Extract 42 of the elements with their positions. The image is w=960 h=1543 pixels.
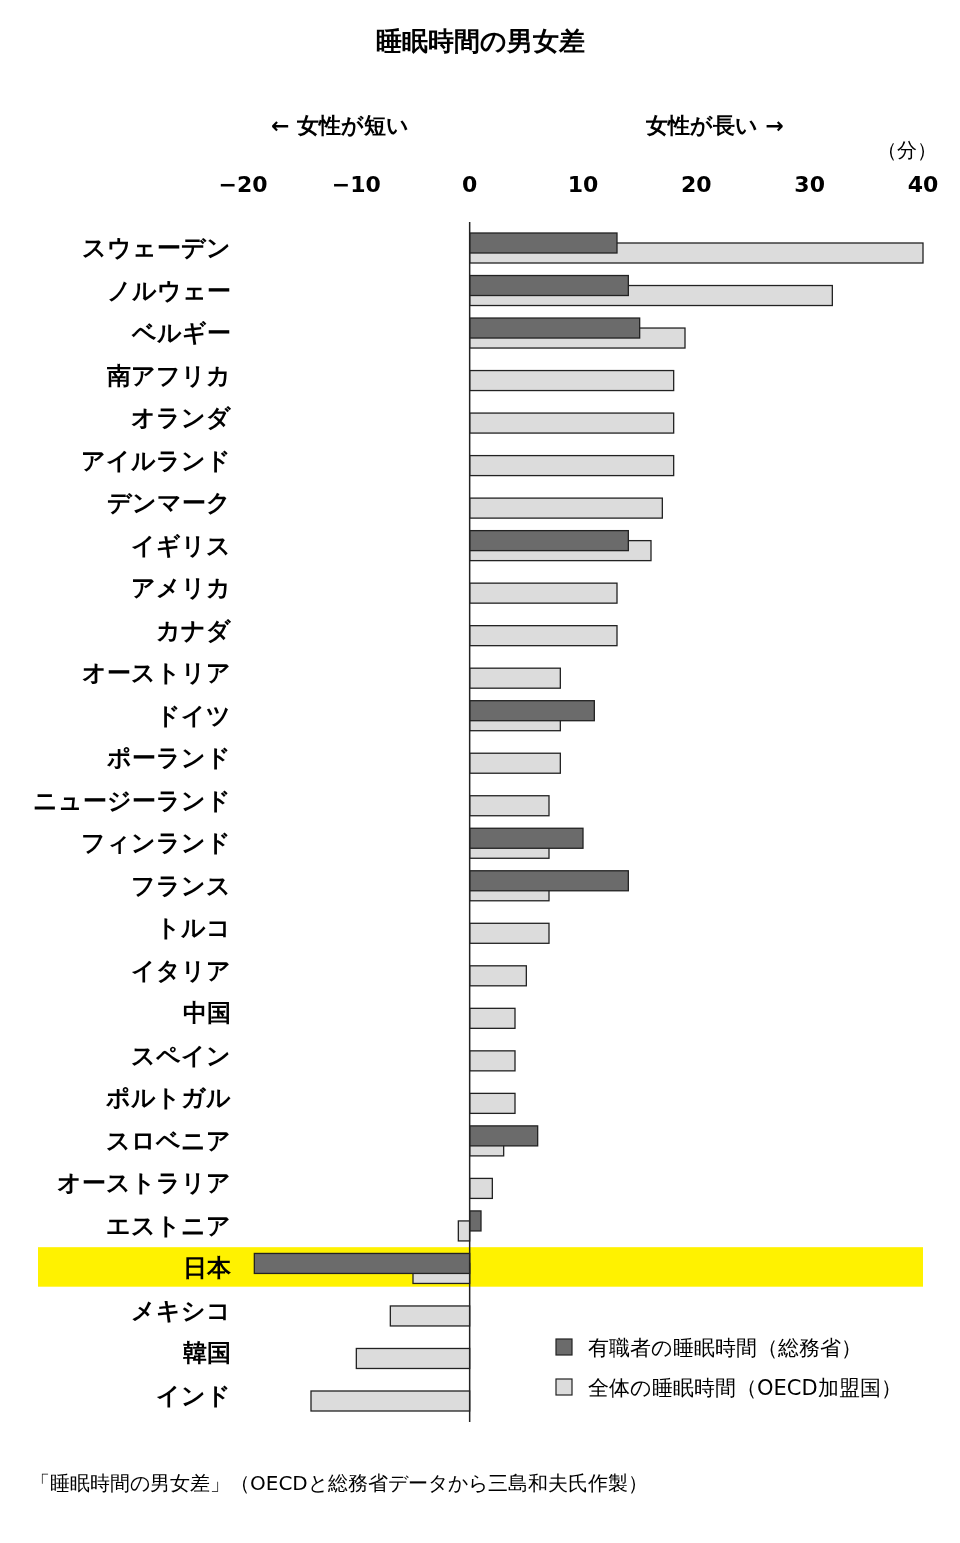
- x-tick-label: 40: [907, 172, 939, 197]
- y-tick-label: ベルギー: [131, 319, 231, 348]
- x-tick-label: 30: [794, 172, 825, 197]
- x-tick-label: −10: [331, 172, 381, 197]
- legend-label: 有職者の睡眠時間（総務省）: [588, 1336, 862, 1360]
- y-tick-label: イタリア: [131, 956, 231, 985]
- y-tick-label: スロベニア: [106, 1126, 231, 1155]
- x-tick-label: 10: [567, 172, 599, 197]
- y-tick-label: トルコ: [156, 914, 231, 943]
- y-tick-label: ポーランド: [106, 744, 231, 773]
- x-tick-label: 0: [462, 172, 478, 197]
- y-tick-label: ポルトガル: [105, 1084, 231, 1113]
- y-tick-label: アイルランド: [81, 446, 231, 475]
- y-tick-label: スウェーデン: [82, 234, 231, 262]
- y-tick-label: 日本: [183, 1254, 232, 1283]
- y-tick-label: 中国: [183, 999, 231, 1028]
- y-tick-label: フランス: [131, 871, 231, 900]
- chart-title: 睡眠時間の男女差: [375, 26, 585, 56]
- y-tick-label: オランダ: [131, 404, 232, 433]
- legend-label: 全体の睡眠時間（OECD加盟国）: [588, 1376, 902, 1400]
- y-tick-label: カナダ: [156, 616, 232, 645]
- y-tick-label: イギリス: [131, 531, 231, 560]
- text: 女性が長い →: [644, 113, 785, 138]
- y-tick-label: ドイツ: [156, 701, 231, 730]
- y-tick-label: オーストラリア: [57, 1169, 231, 1198]
- y-tick-label: スペイン: [131, 1041, 231, 1070]
- y-tick-label: デンマーク: [107, 489, 231, 518]
- y-tick-label: 南アフリカ: [106, 361, 231, 390]
- y-tick-label: エストニア: [106, 1211, 231, 1240]
- x-axis-title: （分）: [877, 138, 937, 162]
- text: 「睡眠時間の男女差」（OECDと総務省データから三島和夫氏作製）: [30, 1471, 648, 1495]
- y-tick-label: アメリカ: [131, 574, 231, 603]
- text: ← 女性が短い: [270, 113, 410, 138]
- y-tick-label: ニュージーランド: [33, 786, 231, 815]
- x-tick-label: −20: [218, 172, 268, 197]
- y-tick-label: インド: [156, 1382, 231, 1410]
- y-tick-label: オーストリア: [82, 659, 231, 688]
- y-tick-label: ノルウェー: [107, 276, 231, 305]
- y-tick-label: フィンランド: [81, 829, 231, 858]
- y-tick-label: メキシコ: [131, 1296, 231, 1325]
- y-tick-label: 韓国: [183, 1339, 231, 1368]
- x-tick-label: 20: [681, 172, 712, 197]
